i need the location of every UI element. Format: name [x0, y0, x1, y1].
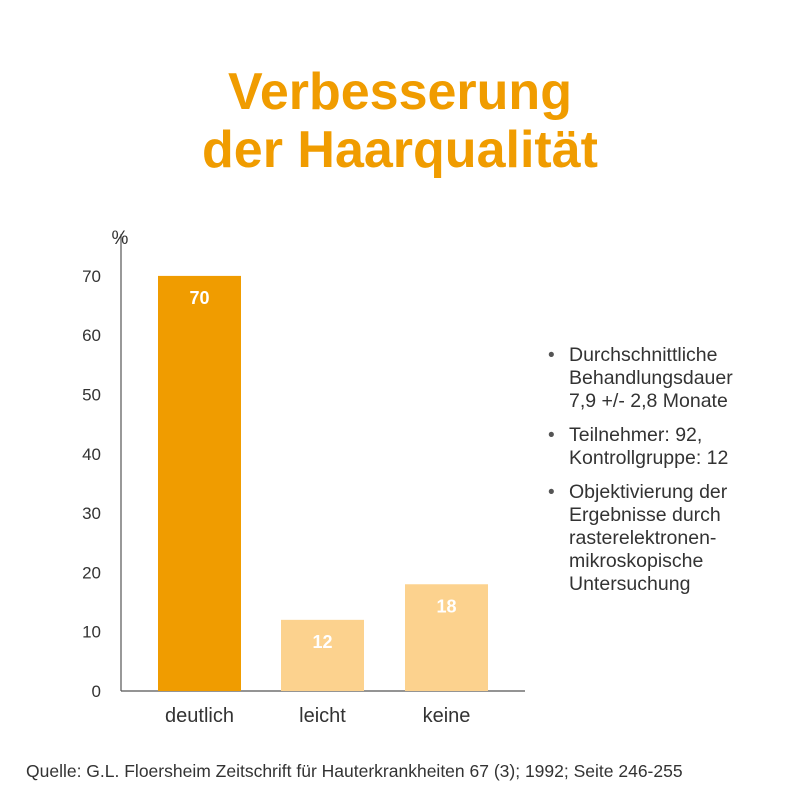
y-tick-label: 30	[82, 504, 101, 523]
y-tick-label: 20	[82, 563, 101, 582]
bullet-icon: •	[548, 425, 555, 446]
category-label: leicht	[299, 705, 346, 727]
study-notes: • Durchschnittliche Behandlungsdauer 7,9…	[548, 344, 788, 607]
y-tick-label: 50	[82, 386, 101, 405]
note-text: Durchschnittliche Behandlungsdauer 7,9 +…	[569, 344, 733, 412]
data-label: 70	[189, 288, 209, 308]
category-label: keine	[423, 705, 471, 727]
note-text: Objektivierung der Ergebnisse durch rast…	[569, 481, 728, 595]
note-item: • Teilnehmer: 92, Kontrollgruppe: 12	[548, 424, 788, 470]
bullet-icon: •	[548, 345, 555, 366]
y-tick-label: 10	[82, 623, 101, 642]
bar-keine	[405, 584, 488, 691]
note-item: • Objektivierung der Ergebnisse durch ra…	[548, 481, 788, 596]
source-citation: Quelle: G.L. Floersheim Zeitschrift für …	[26, 761, 683, 781]
bullet-icon: •	[548, 482, 555, 503]
bar-leicht	[281, 619, 364, 691]
chart-title-line-1: Verbesserung	[228, 63, 572, 121]
note-text: Teilnehmer: 92, Kontrollgruppe: 12	[569, 424, 729, 469]
note-item: • Durchschnittliche Behandlungsdauer 7,9…	[548, 344, 788, 413]
y-tick-label: 0	[92, 682, 101, 701]
chart-title-line-2: der Haarqualität	[202, 121, 598, 179]
data-label: 18	[436, 596, 456, 616]
data-label: 12	[312, 632, 332, 652]
y-tick-label: 60	[82, 326, 101, 345]
chart-title: Verbesserung der Haarqualität	[0, 63, 800, 179]
y-tick-label: 70	[82, 267, 101, 286]
category-label: deutlich	[165, 705, 234, 727]
y-axis-label: %	[112, 228, 129, 249]
bar-deutlich	[158, 275, 241, 691]
y-tick-label: 40	[82, 445, 101, 464]
